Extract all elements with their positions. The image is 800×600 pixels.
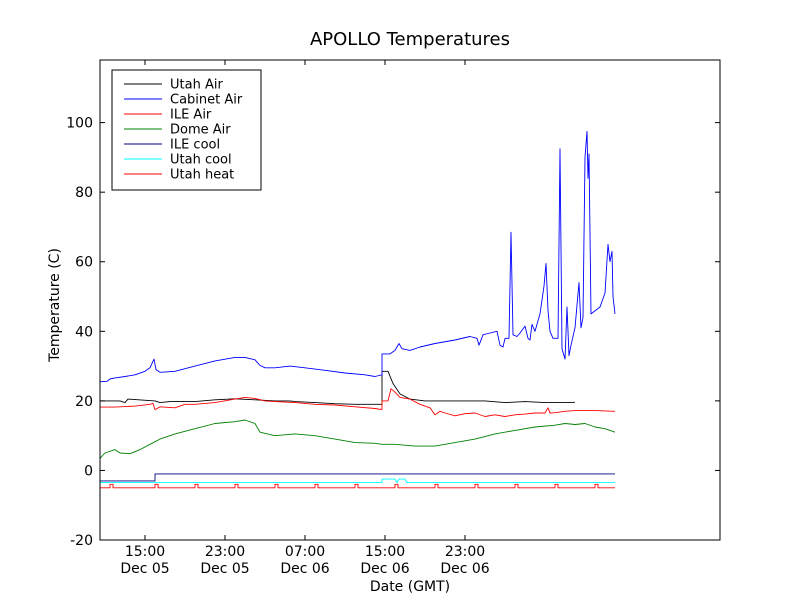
y-tick-label: 0	[84, 463, 93, 479]
legend-label-utah-heat: Utah heat	[170, 168, 234, 183]
legend-box	[111, 69, 262, 191]
series-line-utah-heat	[100, 483, 615, 489]
x-tick-label: 23:00	[445, 544, 485, 560]
plot-frame	[99, 59, 721, 541]
chart-title: APOLLO Temperatures	[310, 29, 510, 50]
series-line-utah-cool	[100, 478, 615, 484]
y-tick-label: 100	[66, 116, 93, 132]
x-tick-label: Dec 06	[440, 561, 489, 577]
y-tick-label: 60	[75, 255, 93, 271]
series-line-cabinet-air	[100, 130, 616, 383]
y-tick-label: 40	[75, 324, 93, 340]
series-line-ile-air	[100, 388, 616, 417]
legend-label-ile-air: ILE Air	[170, 108, 212, 123]
legend-label-cabinet-air: Cabinet Air	[170, 93, 243, 108]
x-tick-label: 23:00	[205, 544, 245, 560]
x-tick-label: 15:00	[365, 544, 405, 560]
y-tick-label: 20	[75, 394, 93, 410]
y-tick-label: 80	[75, 185, 93, 201]
x-tick-label: 15:00	[125, 544, 165, 560]
series-line-ile-cool	[100, 473, 615, 482]
x-tick-label: 07:00	[285, 544, 325, 560]
series-lines	[100, 130, 616, 489]
legend-label-utah-cool: Utah cool	[170, 153, 232, 168]
y-axis-label: Temperature (C)	[47, 248, 63, 363]
x-tick-label: Dec 06	[360, 561, 409, 577]
y-tick-label: -20	[70, 533, 93, 549]
x-axis-label: Date (GMT)	[370, 579, 450, 595]
series-line-utah-air	[100, 370, 576, 405]
legend-label-dome-air: Dome Air	[170, 123, 231, 138]
x-tick-label: Dec 05	[200, 561, 249, 577]
x-tick-label: Dec 05	[120, 561, 169, 577]
legend-label-ile-cool: ILE cool	[170, 138, 220, 153]
series-line-dome-air	[100, 419, 616, 459]
x-tick-label: Dec 06	[280, 561, 329, 577]
legend-label-utah-air: Utah Air	[170, 78, 223, 93]
